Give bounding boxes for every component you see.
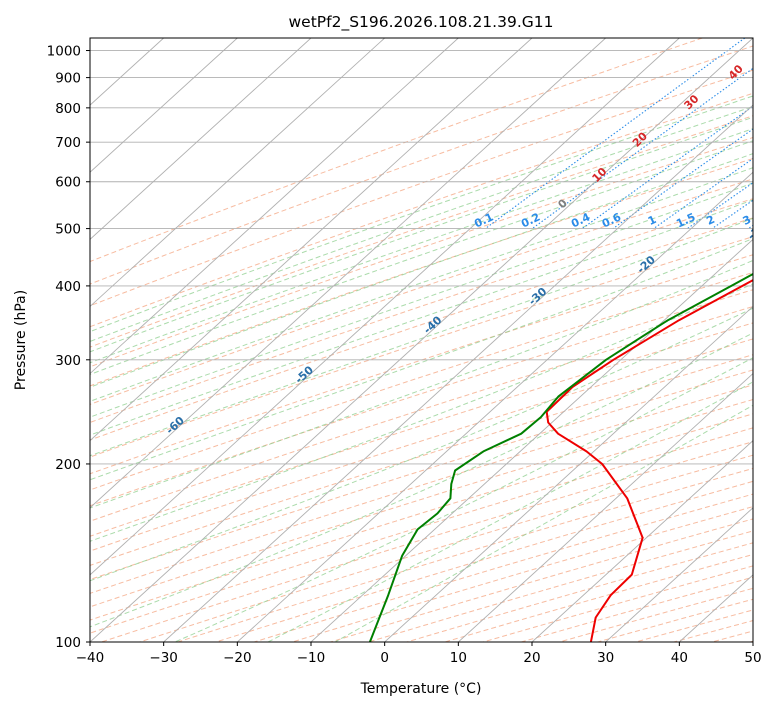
x-axis: −40 −30 −20 −10 0 10 20 30 40 50 [76, 642, 762, 666]
dry-adiabat [90, 115, 753, 348]
dry-adiabat [90, 322, 753, 537]
dry-adiabat [90, 384, 753, 594]
moist-adiabat [90, 283, 753, 542]
dry-adiabat [90, 306, 753, 522]
x-tick-label: 30 [597, 650, 614, 666]
y-tick-label: 200 [55, 457, 81, 473]
mixing-ratio-line [484, 38, 746, 230]
y-axis: 100 200 300 400 500 600 700 800 900 1000 [47, 44, 90, 651]
moist-adiabat [90, 153, 753, 388]
isotherm [90, 38, 680, 576]
x-tick-label: 50 [744, 650, 761, 666]
y-tick-label: 700 [55, 135, 81, 151]
moist-adiabat [90, 182, 753, 418]
y-tick-label: 800 [55, 101, 81, 117]
y-tick-label: 1000 [47, 44, 81, 60]
sounding-profiles [368, 272, 753, 642]
y-axis-label: Pressure (hPa) [13, 290, 29, 390]
dry-adiabat [90, 178, 753, 405]
isotherm [310, 238, 753, 642]
y-tick-label: 100 [55, 635, 81, 651]
y-tick-label: 900 [55, 71, 81, 87]
chart-title: wetPf2_S196.2026.108.21.39.G11 [289, 13, 554, 32]
isotherm [163, 104, 753, 642]
dry-adiabat [90, 38, 703, 263]
x-tick-label: −20 [223, 650, 252, 666]
x-tick-label: 0 [380, 650, 389, 666]
isotherm [237, 171, 753, 642]
dry-adiabat [90, 354, 753, 566]
isotherm-label: -10 [745, 219, 769, 242]
isotherm [90, 38, 459, 375]
dewpoint-line [368, 272, 753, 642]
moist-adiabat [90, 259, 753, 509]
moist-adiabat [90, 217, 753, 457]
plot-frame [89, 37, 754, 643]
temperature-line [545, 278, 753, 642]
isotherm [90, 38, 238, 173]
mixing-ratio-line [531, 67, 753, 230]
isotherm [90, 38, 312, 240]
dry-adiabat [750, 640, 753, 642]
dry-adiabat [90, 45, 753, 285]
isotherm-label-extra: 10 [760, 224, 775, 244]
x-tick-label: −30 [149, 650, 178, 666]
isotherm [752, 641, 753, 642]
x-tick-label: 40 [671, 650, 688, 666]
y-tick-label: 400 [55, 279, 81, 295]
moist-adiabat [90, 199, 753, 436]
x-axis-label: Temperature (°C) [360, 681, 482, 697]
x-tick-label: 20 [523, 650, 540, 666]
moist-adiabat [90, 167, 753, 402]
isotherm [90, 38, 753, 642]
dry-adiabat [90, 289, 753, 507]
isotherm [90, 38, 385, 308]
x-tick-label: 10 [450, 650, 467, 666]
background-lines [90, 38, 753, 642]
isotherm [458, 372, 753, 642]
x-tick-label: −40 [76, 650, 105, 666]
isotherm [384, 305, 753, 642]
mixing-ratio-label: 4 [767, 213, 775, 228]
y-tick-label: 300 [55, 353, 81, 369]
x-tick-label: −10 [297, 650, 326, 666]
isotherm [90, 38, 606, 509]
y-tick-label: 600 [55, 175, 81, 191]
isotherm [605, 507, 753, 642]
dry-adiabat [90, 369, 753, 581]
isotherm [90, 38, 533, 442]
dry-adiabat [90, 69, 753, 307]
y-tick-label: 500 [55, 222, 81, 238]
